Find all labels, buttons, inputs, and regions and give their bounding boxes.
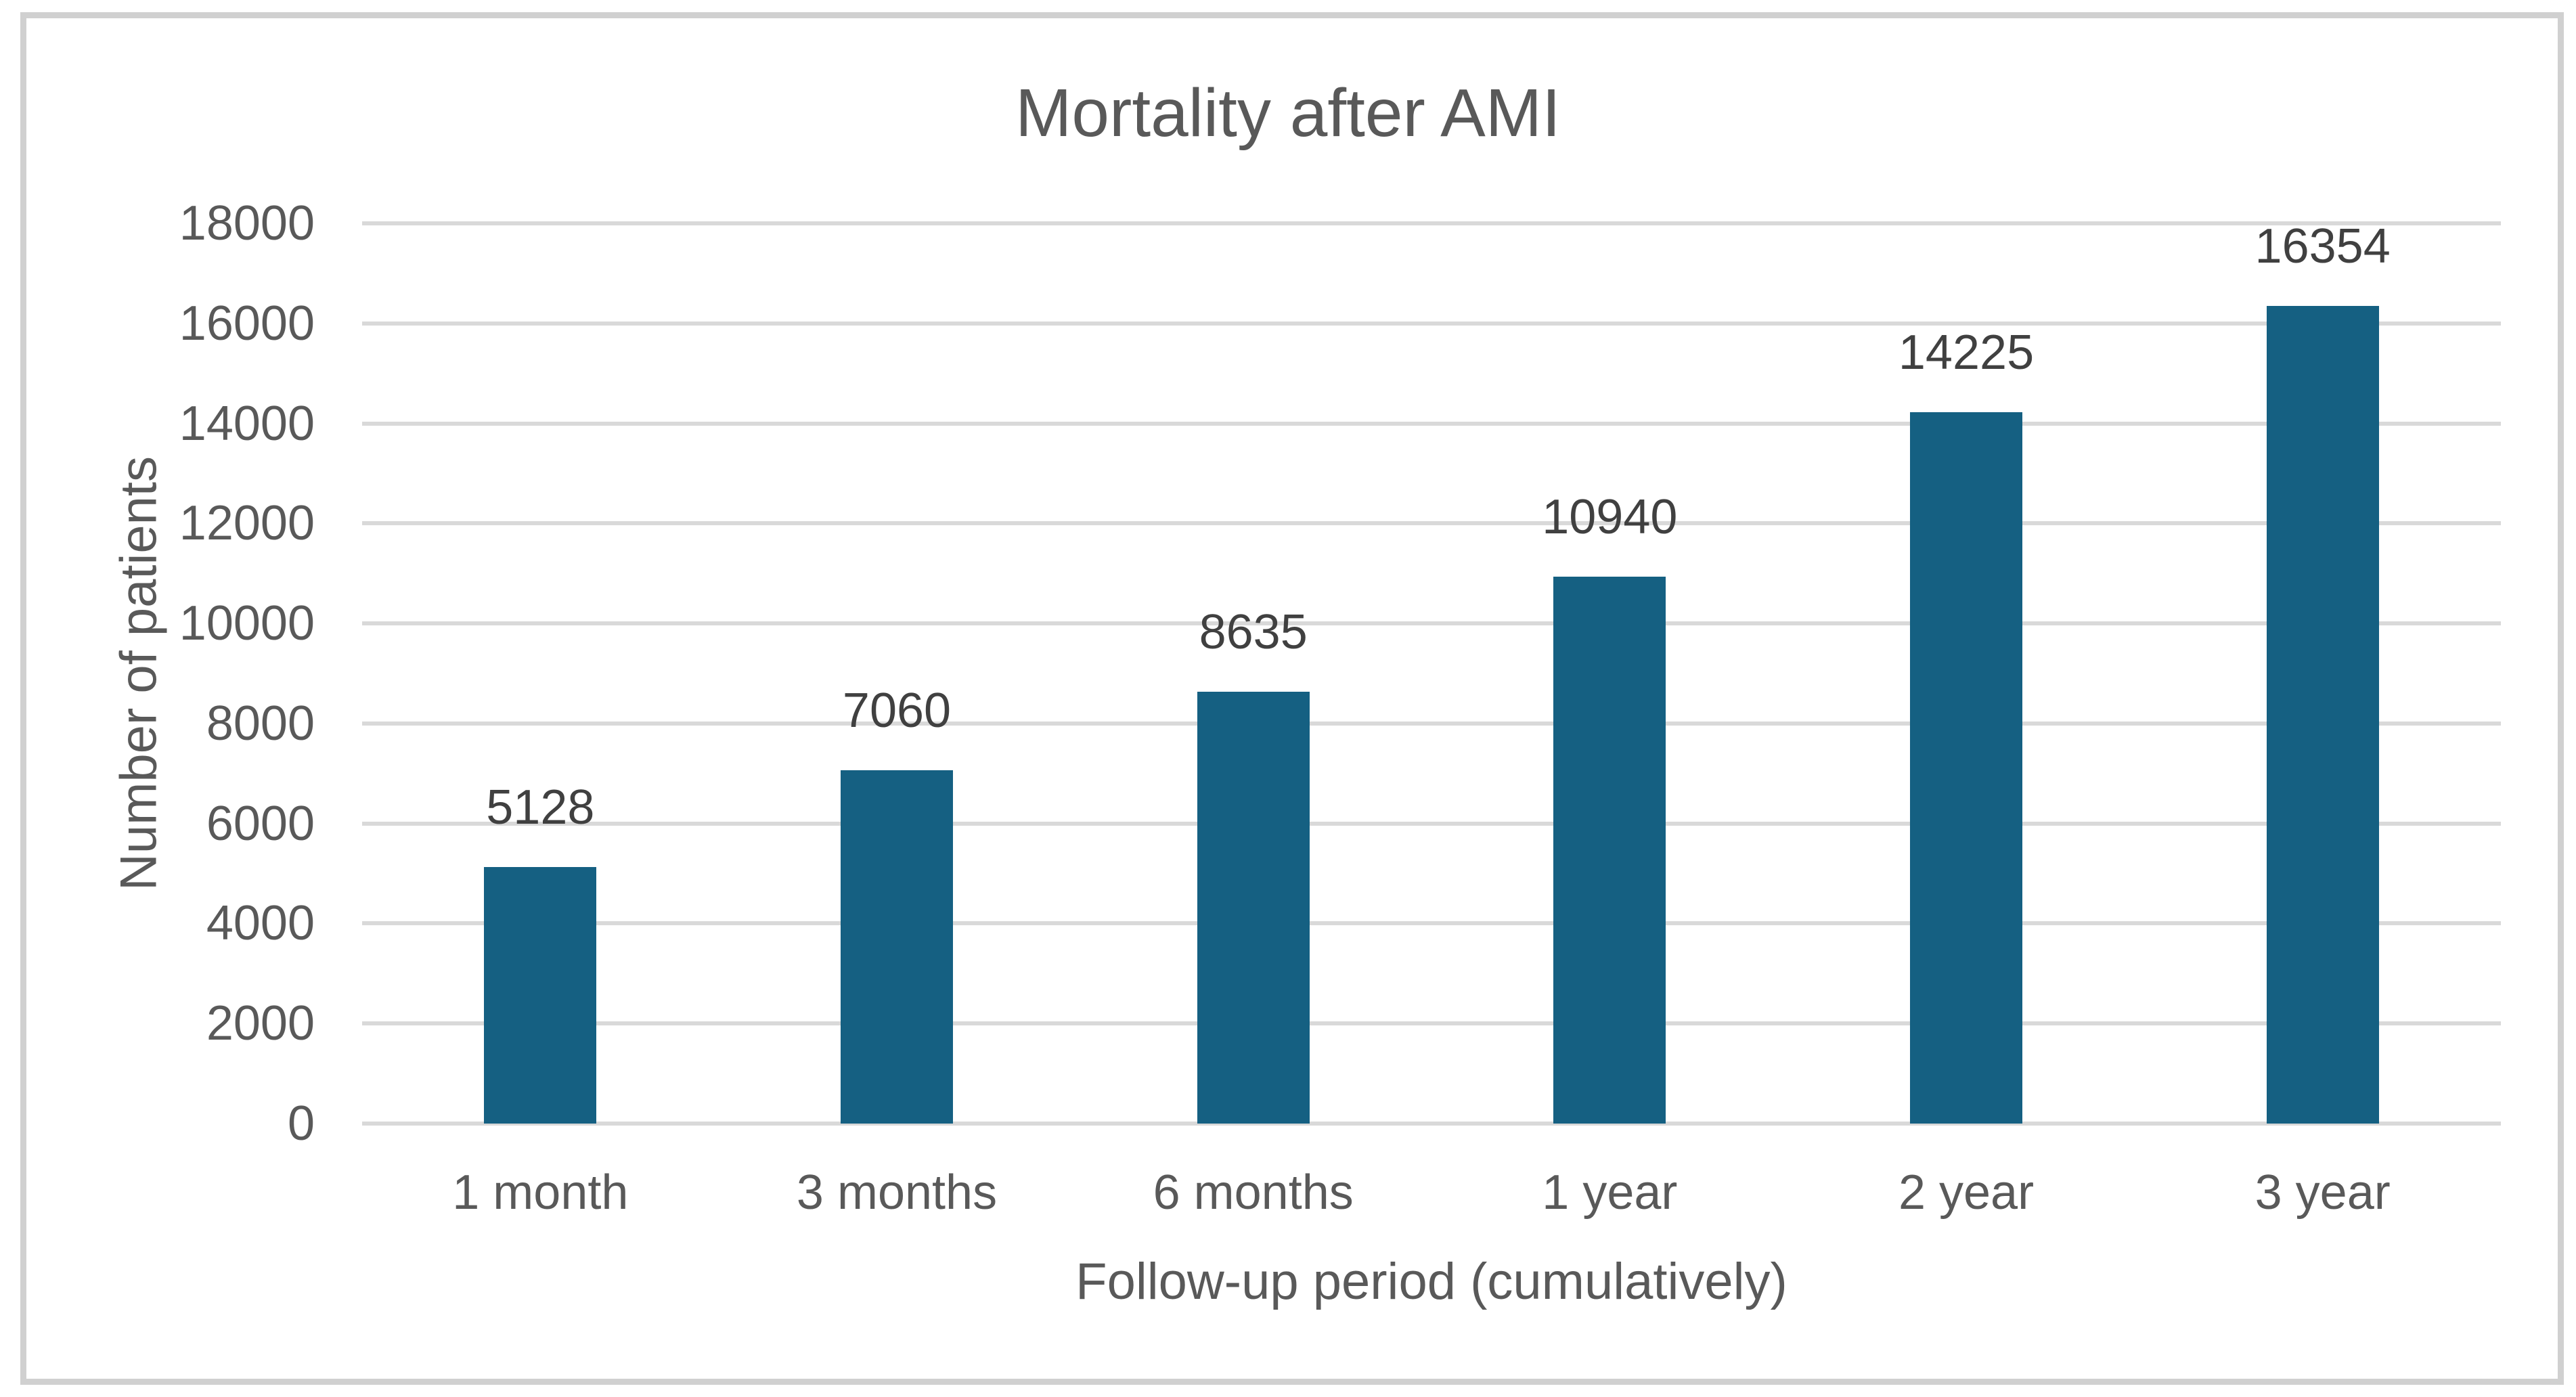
gridline bbox=[362, 821, 2501, 826]
gridline bbox=[362, 521, 2501, 526]
category-label: 2 year bbox=[1898, 1166, 2035, 1220]
bar bbox=[1553, 576, 1666, 1124]
bar-data-label: 16354 bbox=[2255, 219, 2391, 273]
category-label: 1 month bbox=[452, 1166, 629, 1220]
y-tick-label: 6000 bbox=[206, 796, 315, 851]
bar-data-label: 8635 bbox=[1199, 604, 1308, 659]
y-tick-label: 16000 bbox=[179, 296, 315, 351]
y-tick-label: 18000 bbox=[179, 196, 315, 250]
bar bbox=[1910, 412, 2022, 1124]
y-tick-label: 12000 bbox=[179, 496, 315, 551]
bar-data-label: 10940 bbox=[1542, 489, 1678, 544]
gridline bbox=[362, 221, 2501, 225]
bar bbox=[1197, 691, 1310, 1124]
gridline bbox=[362, 321, 2501, 326]
category-label: 6 months bbox=[1153, 1166, 1354, 1220]
plot-area bbox=[362, 221, 2501, 1126]
gridline bbox=[362, 721, 2501, 726]
x-axis-title: Follow-up period (cumulatively) bbox=[1075, 1253, 1787, 1310]
category-label: 1 year bbox=[1542, 1166, 1678, 1220]
category-label: 3 months bbox=[796, 1166, 998, 1220]
bar-data-label: 7060 bbox=[842, 684, 952, 738]
bar-data-label: 14225 bbox=[1898, 325, 2035, 380]
y-tick-label: 0 bbox=[287, 1096, 315, 1151]
bar bbox=[2266, 305, 2379, 1124]
chart-title: Mortality after AMI bbox=[1015, 75, 1561, 151]
bar bbox=[841, 770, 953, 1124]
y-tick-label: 2000 bbox=[206, 996, 315, 1051]
category-label: 3 year bbox=[2255, 1166, 2391, 1220]
y-tick-label: 14000 bbox=[179, 396, 315, 451]
y-tick-label: 4000 bbox=[206, 896, 315, 951]
bar-data-label: 5128 bbox=[486, 780, 595, 835]
y-tick-label: 8000 bbox=[206, 696, 315, 751]
gridline bbox=[362, 621, 2501, 626]
y-tick-label: 10000 bbox=[179, 596, 315, 651]
gridline bbox=[362, 1122, 2501, 1126]
gridline bbox=[362, 421, 2501, 426]
gridline bbox=[362, 1021, 2501, 1026]
bar bbox=[484, 867, 597, 1124]
gridline bbox=[362, 921, 2501, 926]
